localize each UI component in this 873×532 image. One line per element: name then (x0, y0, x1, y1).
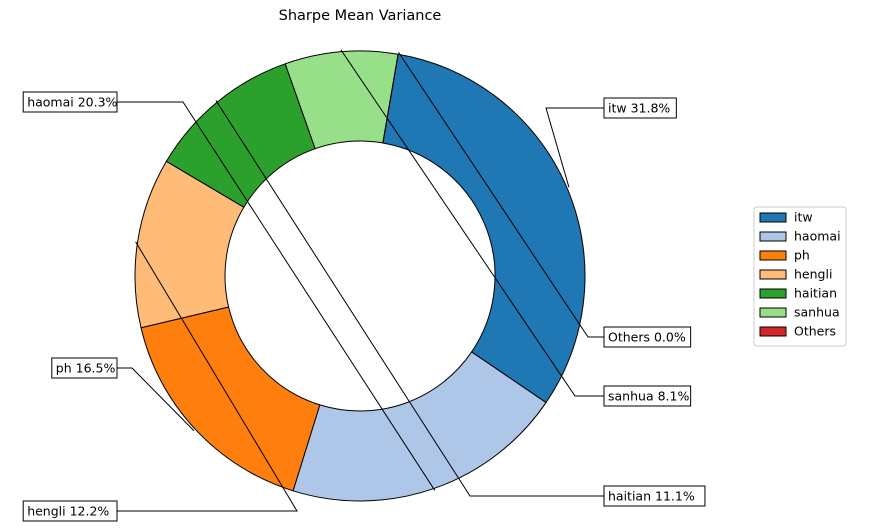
legend-label-sanhua: sanhua (794, 305, 840, 320)
label-box-haomai (22, 91, 118, 113)
legend-label-hengli: hengli (794, 267, 832, 282)
slice-label-hengli: hengli 12.2% (27, 504, 109, 519)
legend-label-haitian: haitian (794, 286, 837, 301)
slices-layer (134, 50, 586, 502)
slice-ph (140, 306, 321, 492)
label-box-hengli (22, 500, 118, 522)
labels-layer: itw 31.8% haomai 20.3% ph 16.5% hengli 12.2… (22, 49, 706, 522)
legend-swatch-sanhua (759, 307, 787, 318)
label-box-ph (51, 357, 118, 379)
label-box-haitian (603, 485, 706, 507)
label-box-others (603, 326, 692, 348)
slice-label-haitian: haitian 11.1% (608, 489, 695, 504)
legend-swatch-haomai (759, 231, 787, 242)
leader-line-haitian (215, 100, 604, 497)
slice-label-sanhua: sanhua 8.1% (608, 389, 689, 404)
legend: itw haomai ph hengli haitian sanhua Others (753, 206, 847, 347)
legend-label-haomai: haomai (794, 229, 841, 244)
legend-swatch-others (759, 326, 787, 337)
legend-swatch-itw (759, 212, 787, 223)
leader-line-haomai (117, 101, 436, 491)
slice-haomai (292, 351, 547, 502)
slice-others (382, 54, 399, 144)
legend-swatch-ph (759, 250, 787, 261)
leader-line-others (398, 52, 604, 338)
leader-line-itw (545, 107, 604, 188)
legend-swatch-haitian (759, 288, 787, 299)
label-box-sanhua (603, 385, 692, 407)
legend-label-ph: ph (794, 248, 810, 263)
slice-itw (382, 53, 586, 404)
slice-label-itw: itw 31.8% (608, 101, 670, 116)
slice-label-others: Others 0.0% (608, 330, 686, 345)
legend-swatch-hengli (759, 269, 787, 280)
leader-line-ph (117, 367, 195, 432)
legend-label-others: Others (794, 324, 836, 339)
chart-title: Sharpe Mean Variance (279, 8, 442, 24)
label-box-itw (603, 97, 677, 119)
slice-label-ph: ph 16.5% (56, 361, 116, 376)
leader-line-sanhua (340, 49, 604, 397)
slice-label-haomai: haomai 20.3% (27, 95, 117, 110)
slice-sanhua (284, 50, 399, 150)
legend-label-itw: itw (794, 210, 813, 225)
leader-line-hengli (117, 241, 298, 512)
